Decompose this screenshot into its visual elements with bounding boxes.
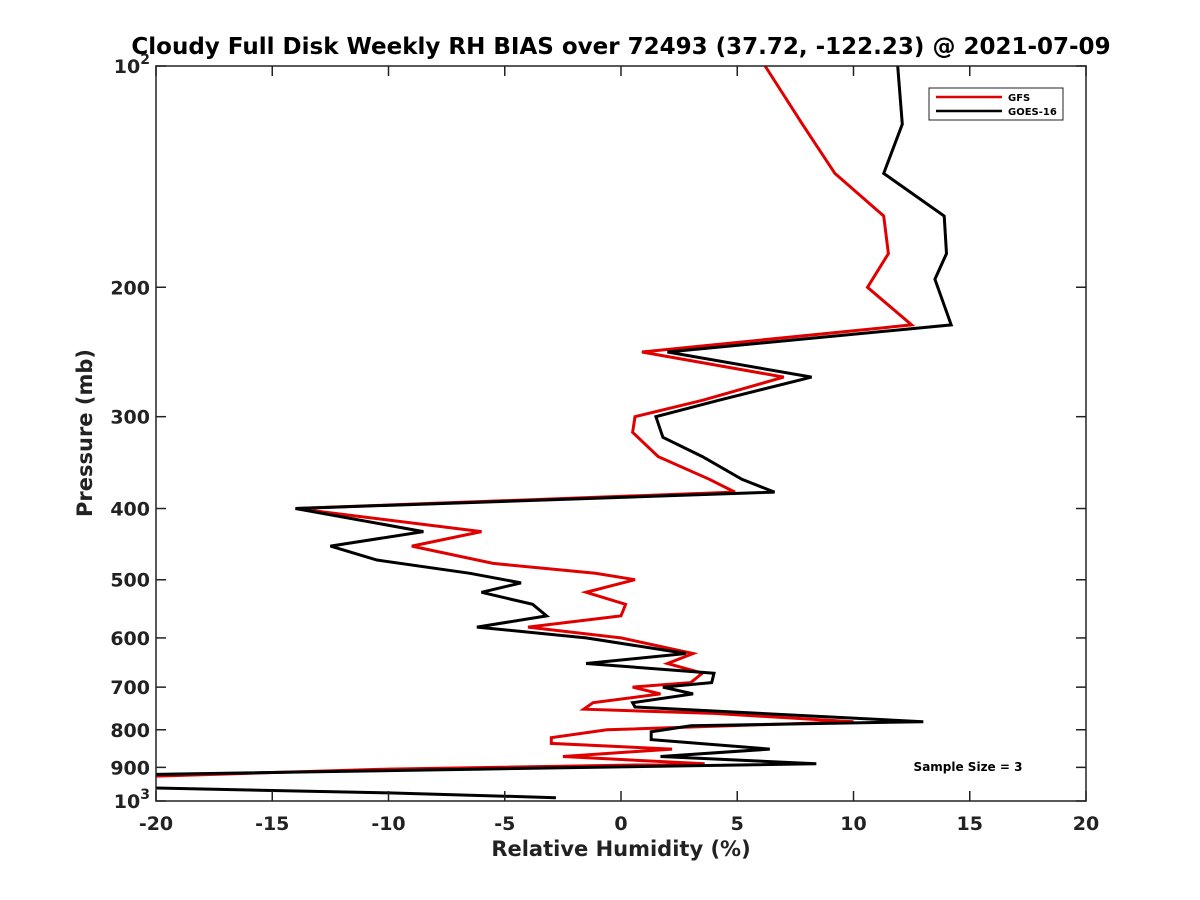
x-axis-ticks: -20 -15 -10 -5 0 5 10 15 20 [139, 66, 1099, 835]
x-tick-label: 5 [731, 813, 744, 835]
legend: GFS GOES-16 [928, 87, 1064, 121]
x-tick-label: -20 [139, 813, 173, 835]
series-line-surface-segment [155, 786, 556, 800]
y-tick-label: 102 [114, 52, 150, 78]
y-tick-label: 700 [110, 677, 150, 699]
y-tick-label: 800 [110, 720, 150, 742]
y-axis-ticks: 102 200 300 400 500 600 700 800 900 103 [110, 52, 1086, 813]
plot-frame [155, 65, 1087, 802]
x-axis-label: Relative Humidity (%) [491, 837, 750, 861]
y-tick-label: 103 [114, 787, 150, 813]
series-line-gfs [155, 65, 916, 778]
x-tick-label: 15 [957, 813, 983, 835]
x-tick-label: -15 [255, 813, 289, 835]
sample-size-annotation: Sample Size = 3 [914, 760, 1023, 774]
y-tick-label: 500 [110, 570, 150, 592]
y-tick-label: 900 [110, 757, 150, 779]
x-tick-label: 20 [1073, 813, 1099, 835]
legend-label-goes16: GOES-16 [1008, 107, 1057, 118]
series-group [155, 65, 954, 800]
x-tick-label: -10 [371, 813, 405, 835]
series-line-goes16 [155, 65, 954, 776]
x-tick-label: -5 [494, 813, 515, 835]
chart-title: Cloudy Full Disk Weekly RH BIAS over 724… [131, 34, 1110, 60]
x-tick-label: 0 [614, 813, 627, 835]
legend-label-gfs: GFS [1008, 93, 1030, 104]
y-tick-label: 200 [110, 277, 150, 299]
legend-box [928, 87, 1064, 121]
plot-area [155, 65, 1087, 802]
x-tick-label: 10 [840, 813, 866, 835]
y-tick-label: 400 [110, 499, 150, 521]
y-tick-label: 300 [110, 407, 150, 429]
y-tick-label: 600 [110, 628, 150, 650]
y-axis-label: Pressure (mb) [73, 349, 97, 517]
